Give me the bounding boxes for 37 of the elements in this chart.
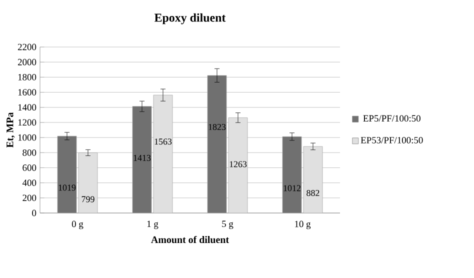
y-tick-label: 800 (22, 149, 36, 156)
data-label: 1563 (154, 138, 172, 145)
data-label: 1019 (58, 184, 76, 191)
data-label: 1263 (230, 161, 247, 168)
y-tick-label: 2200 (18, 44, 36, 50)
bar (132, 106, 152, 213)
bar (78, 152, 98, 213)
y-tick-label: 1800 (18, 74, 36, 80)
x-tick-label: 1 g (147, 220, 158, 230)
legend-label: EP53/PF/100:50 (360, 136, 423, 144)
legend-label: EP5/PF/100:50 (363, 115, 420, 122)
chart-title: Epoxy diluent (154, 13, 226, 24)
x-tick-label: 10 g (295, 220, 311, 230)
y-tick-label: 0 (32, 210, 36, 216)
y-tick-label: 2000 (18, 58, 36, 66)
x-tick-label: 0 g (72, 220, 84, 230)
data-label: 1012 (284, 185, 300, 192)
y-tick-label: 1600 (18, 89, 36, 96)
y-tick-label: 600 (22, 164, 36, 171)
data-label: 882 (306, 190, 320, 196)
bar (57, 136, 77, 213)
bar (153, 94, 173, 213)
bar (303, 146, 323, 213)
bar (207, 75, 227, 213)
bar (282, 136, 302, 213)
y-tick-label: 400 (22, 180, 36, 186)
y-tick-label: 1200 (18, 119, 36, 126)
y-axis-title: Et, MPa (6, 112, 15, 148)
y-tick-label: 1000 (18, 134, 36, 141)
data-label: 1413 (134, 154, 151, 161)
x-tick-label: 5 g (222, 220, 234, 230)
y-tick-label: 1400 (18, 104, 36, 111)
data-label: 1823 (208, 124, 226, 130)
y-tick-label: 200 (22, 194, 36, 202)
x-axis-title: Amount of diluent (151, 236, 229, 244)
bar (228, 118, 248, 213)
data-label: 799 (82, 196, 94, 202)
